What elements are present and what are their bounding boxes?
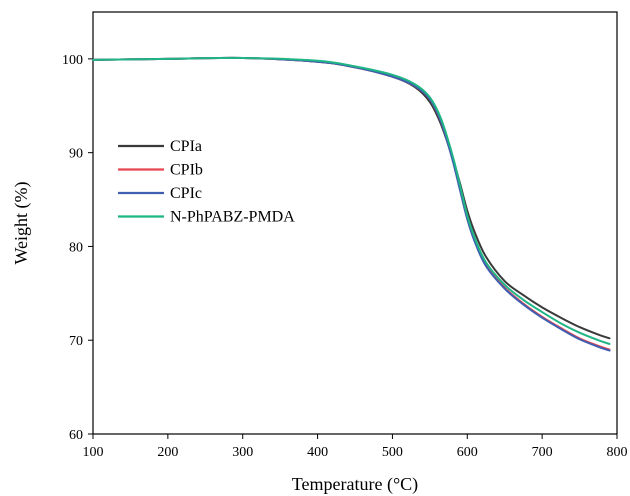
legend: CPIa CPIb CPIc N-PhPABZ-PMDA <box>118 138 295 226</box>
y-tick-label: 90 <box>69 147 83 162</box>
x-tick-label: 700 <box>532 445 553 460</box>
legend-label: CPIa <box>170 138 202 155</box>
x-tick-label: 100 <box>83 445 104 460</box>
y-tick-label: 80 <box>69 240 83 255</box>
y-tick-label: 70 <box>69 334 83 349</box>
y-axis-title: Weight (%) <box>11 181 32 264</box>
legend-label: N-PhPABZ-PMDA <box>170 209 295 226</box>
x-tick-label: 200 <box>157 445 178 460</box>
x-tick-label: 500 <box>382 445 403 460</box>
series-line-n-phpabz-pmda <box>92 56 611 345</box>
x-axis-title: Temperature (°C) <box>292 474 418 495</box>
x-tick-label: 800 <box>607 445 628 460</box>
x-tick-label: 600 <box>457 445 478 460</box>
legend-label: CPIb <box>170 162 203 179</box>
plot-area-frame <box>92 11 618 435</box>
x-tick-label: 300 <box>232 445 253 460</box>
x-tick-label: 400 <box>307 445 328 460</box>
legend-label: CPIc <box>170 185 202 202</box>
y-tick-label: 60 <box>69 428 83 443</box>
y-tick-label: 100 <box>62 53 83 68</box>
